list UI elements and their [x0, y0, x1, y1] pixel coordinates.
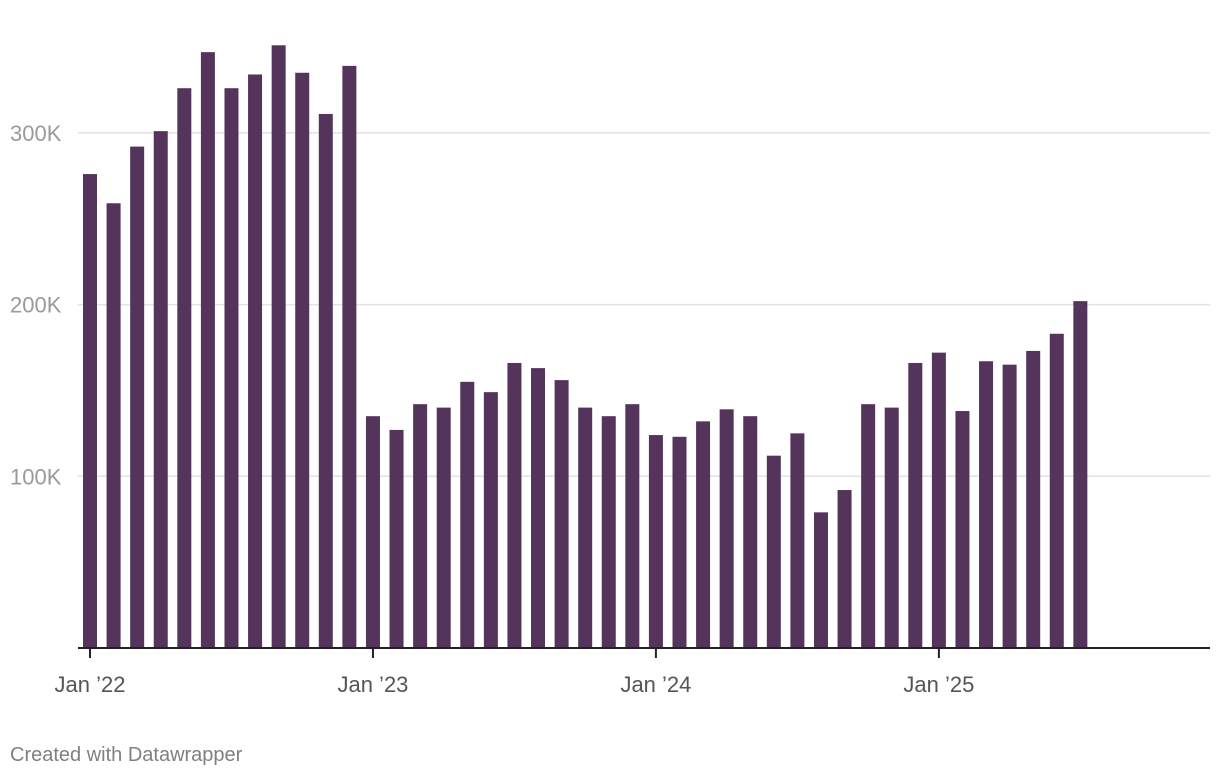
bar	[648, 435, 663, 648]
bar	[318, 113, 333, 649]
x-tick-label: Jan ’22	[55, 672, 126, 697]
bar	[389, 429, 404, 648]
bar	[672, 436, 687, 648]
bar	[483, 392, 498, 648]
bar	[460, 381, 475, 648]
x-tick-label: Jan ’25	[903, 672, 974, 697]
bar	[955, 411, 970, 648]
bar	[130, 146, 145, 648]
y-tick-label: 300K	[10, 121, 62, 146]
bar	[719, 409, 734, 648]
bar	[554, 380, 569, 648]
bar	[601, 416, 616, 648]
bar	[271, 45, 286, 648]
bar	[837, 490, 852, 648]
bar	[531, 368, 546, 648]
bar	[295, 72, 310, 648]
bar	[342, 65, 357, 648]
bar	[83, 174, 97, 648]
bar	[625, 404, 640, 648]
bar	[200, 52, 215, 648]
bar	[1026, 350, 1041, 648]
x-axis-ticks: Jan ’22 Jan ’23 Jan ’24 Jan ’25	[55, 648, 974, 697]
datawrapper-credit[interactable]: Created with Datawrapper	[10, 744, 243, 766]
bar	[365, 416, 380, 648]
bar	[1002, 364, 1017, 648]
x-tick-label: Jan ’23	[337, 672, 408, 697]
y-tick-label: 100K	[10, 464, 62, 489]
bar	[436, 407, 451, 648]
bar	[813, 512, 828, 648]
bar	[224, 88, 239, 648]
bar	[413, 404, 428, 648]
y-axis-labels: 100K 200K 300K	[10, 121, 62, 489]
bar	[931, 352, 946, 648]
bar	[861, 404, 876, 648]
gridlines	[78, 132, 1210, 478]
bar	[1049, 333, 1064, 648]
bar	[696, 421, 711, 648]
bar	[248, 74, 263, 649]
bar	[790, 433, 805, 648]
bar	[507, 362, 522, 648]
bar	[177, 88, 192, 648]
bar	[578, 407, 593, 648]
bar	[884, 407, 899, 648]
bar	[153, 131, 168, 648]
bars	[83, 45, 1088, 649]
bar	[766, 455, 781, 648]
bar	[106, 203, 121, 648]
bar	[908, 362, 923, 648]
bar	[1073, 301, 1088, 648]
bar	[979, 361, 994, 648]
x-tick-label: Jan ’24	[620, 672, 691, 697]
bar	[743, 416, 758, 648]
y-tick-label: 200K	[10, 293, 62, 318]
